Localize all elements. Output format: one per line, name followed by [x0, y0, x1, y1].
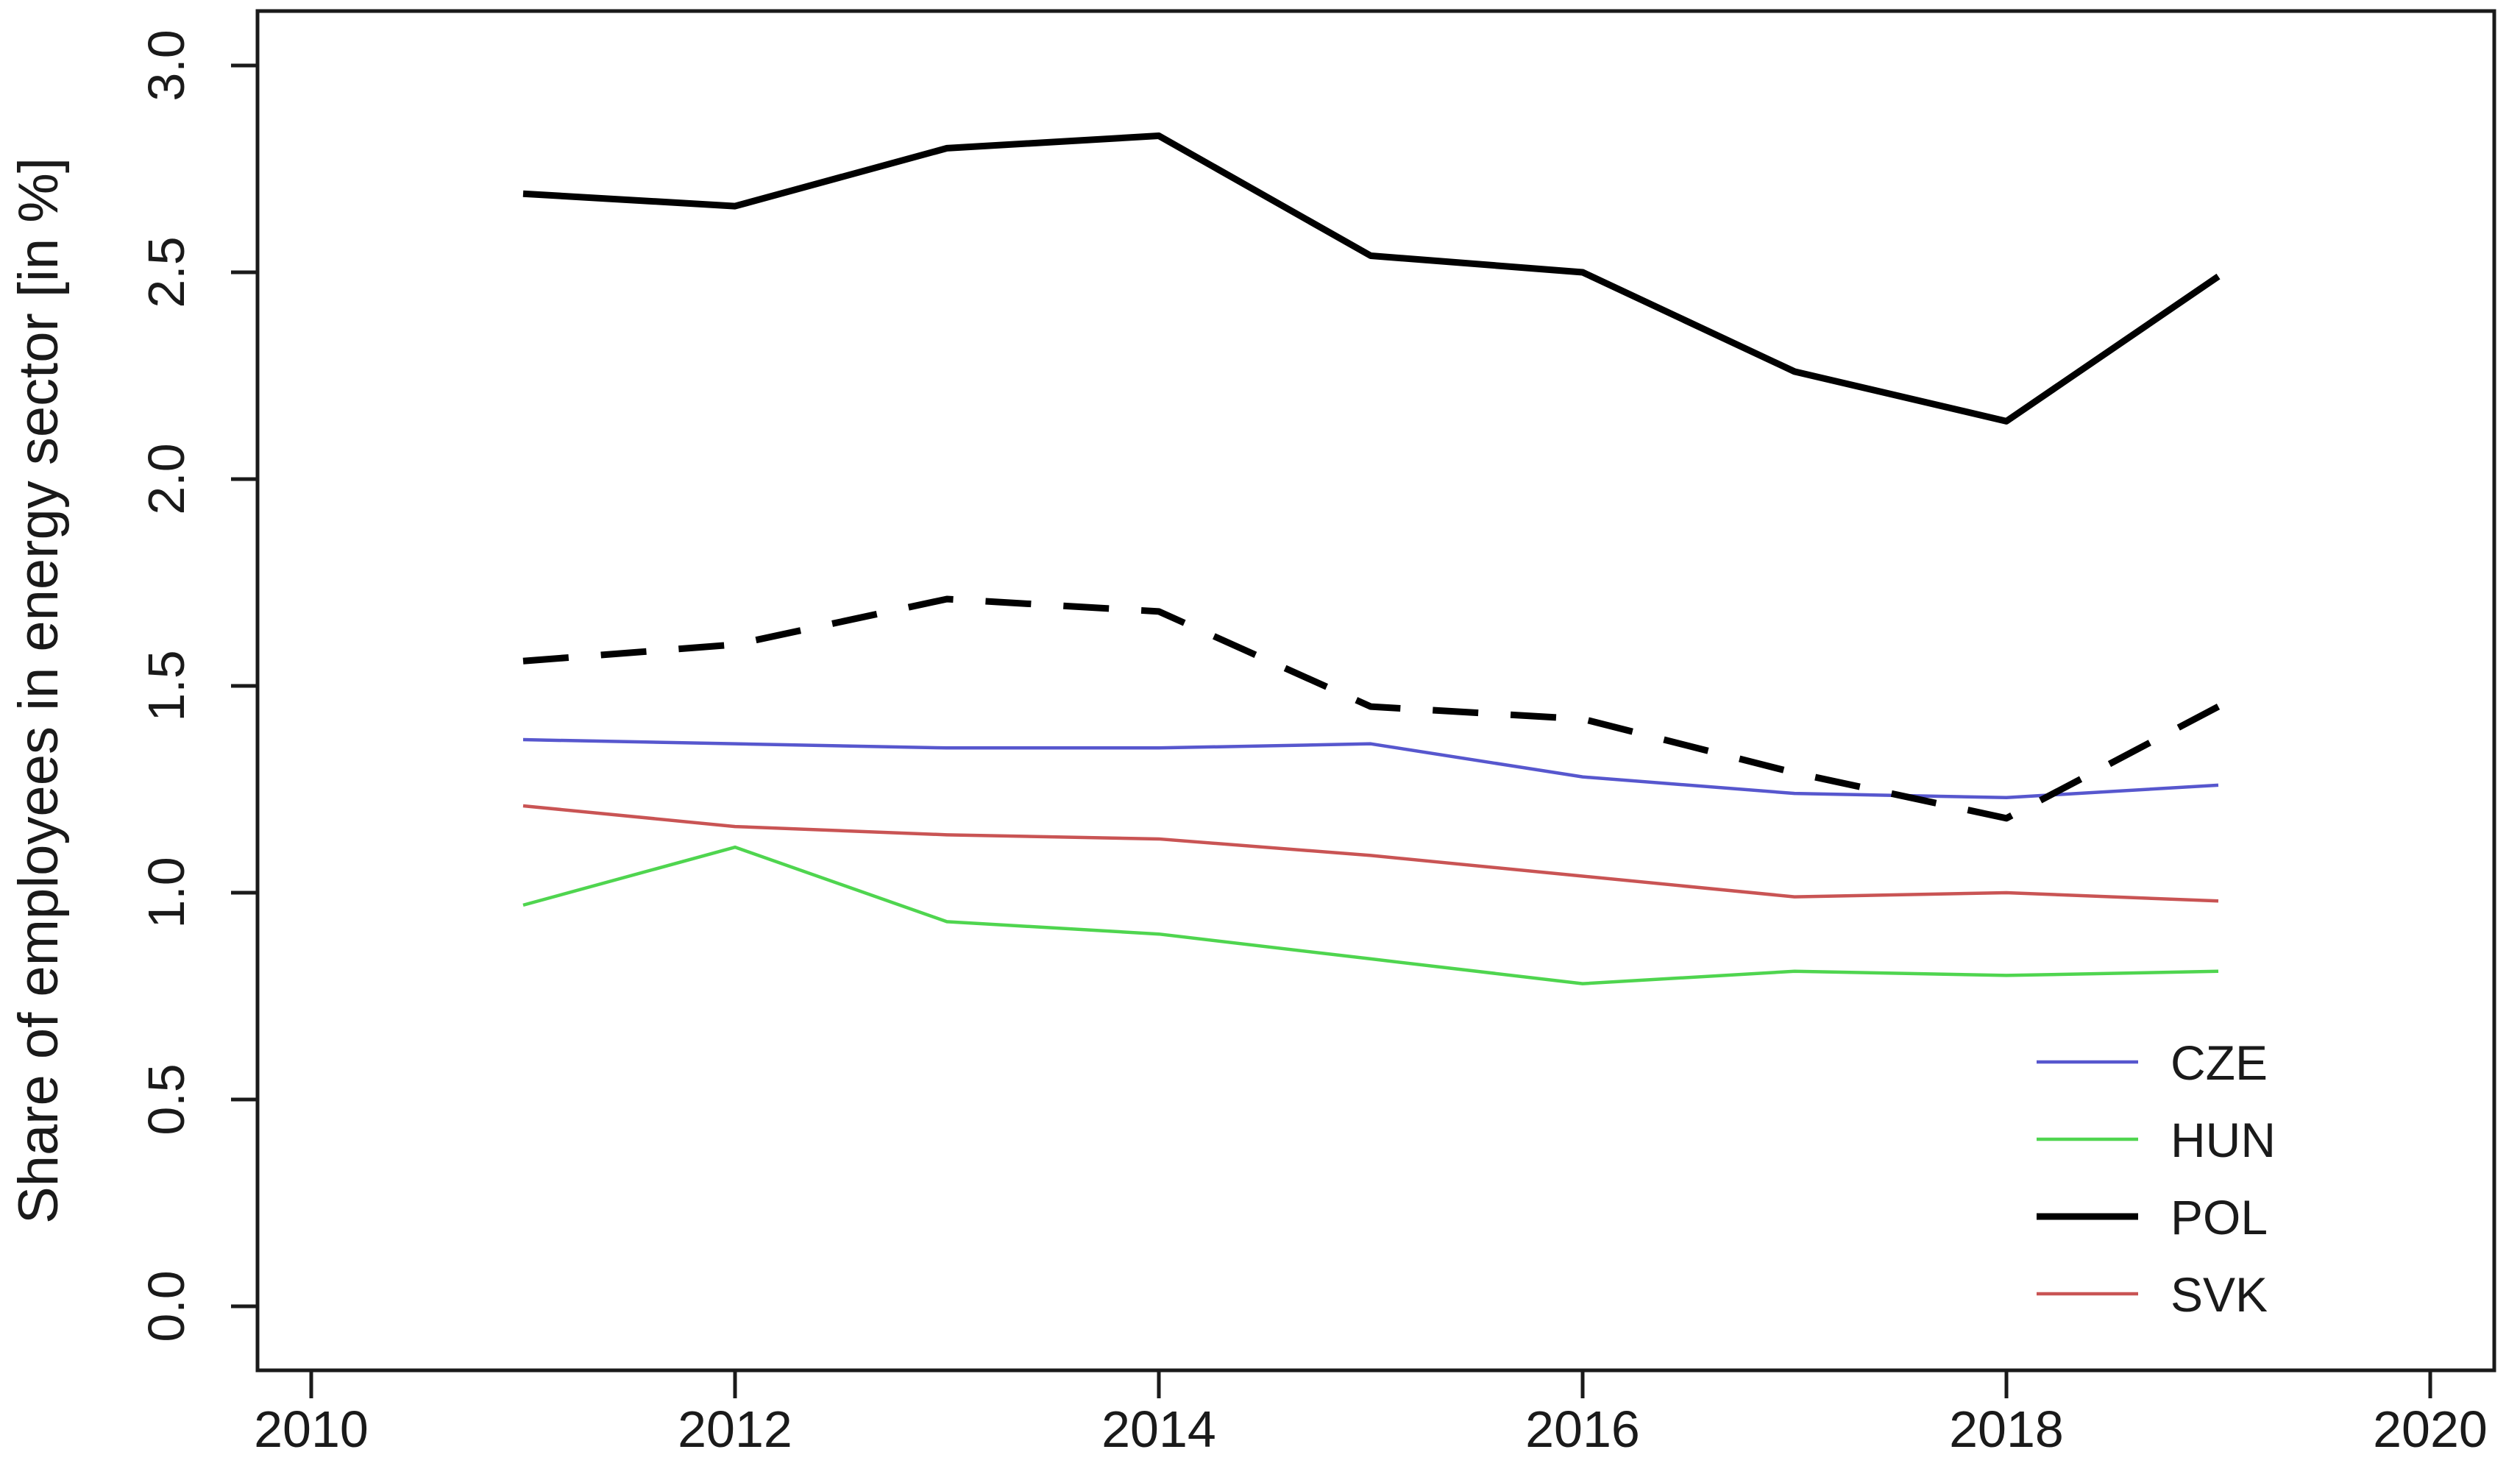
x-tick-label: 2010	[254, 1401, 369, 1458]
legend-label-HUN: HUN	[2171, 1113, 2276, 1167]
y-tick-label: 0.5	[138, 1063, 195, 1135]
series-line-SVK	[522, 804, 2219, 903]
legend-label-SVK: SVK	[2171, 1267, 2268, 1322]
x-tick-label: 2018	[1949, 1401, 2064, 1458]
series-line-CZE	[522, 737, 2219, 799]
series-line-unlabeled-dashed-black	[522, 595, 2221, 822]
x-tick-label: 2020	[2373, 1401, 2488, 1458]
x-tick-label: 2016	[1525, 1401, 1640, 1458]
plot-border	[255, 9, 2496, 1373]
series-line-HUN	[522, 845, 2219, 985]
y-tick-label: 3.0	[138, 29, 195, 101]
x-tick-label: 2012	[678, 1401, 792, 1458]
y-tick-label: 1.0	[138, 857, 195, 928]
y-axis-title: Share of employees in energy sector [in …	[7, 157, 70, 1224]
series-line-POL	[522, 132, 2221, 425]
y-tick-label: 1.5	[138, 650, 195, 721]
y-tick-label: 0.0	[138, 1270, 195, 1342]
legend-label-POL: POL	[2171, 1190, 2268, 1244]
legend-label-CZE: CZE	[2171, 1035, 2268, 1090]
y-tick-label: 2.0	[138, 443, 195, 514]
x-tick-label: 2014	[1101, 1401, 1216, 1458]
y-tick-label: 2.5	[138, 236, 195, 308]
